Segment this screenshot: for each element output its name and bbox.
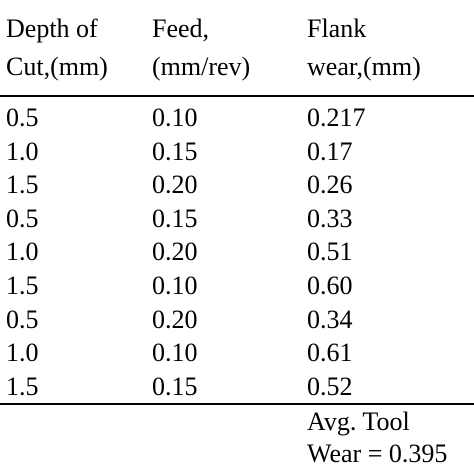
table-row: 1.0 0.15 0.17 (0, 135, 474, 169)
footer-divider (0, 403, 474, 405)
table-row: 0.5 0.20 0.34 (0, 303, 474, 337)
header-line: Cut,(mm) (6, 52, 108, 81)
cell-depth: 1.5 (6, 170, 39, 200)
header-line: Flank (307, 14, 367, 43)
table-row: 1.5 0.20 0.26 (0, 168, 474, 202)
table-row: 0.5 0.10 0.217 (0, 101, 474, 135)
cell-feed: 0.10 (152, 338, 198, 368)
cell-feed: 0.15 (152, 371, 198, 401)
header-line: wear,(mm) (307, 52, 421, 81)
cell-feed: 0.15 (152, 136, 198, 166)
cell-depth: 1.0 (6, 237, 39, 267)
table-row: 1.0 0.20 0.51 (0, 235, 474, 269)
cell-depth: 1.5 (6, 270, 39, 300)
cell-feed: 0.20 (152, 237, 198, 267)
cell-depth: 1.5 (6, 371, 39, 401)
table-row: 1.0 0.10 0.61 (0, 336, 474, 370)
cell-depth: 1.0 (6, 136, 39, 166)
cell-flank-wear: 0.26 (307, 170, 353, 200)
table-row: 0.5 0.15 0.33 (0, 202, 474, 236)
cell-feed: 0.15 (152, 203, 198, 233)
cell-feed: 0.20 (152, 170, 198, 200)
header-line: Depth of (6, 14, 98, 43)
footer-line: Wear = 0.395 (307, 439, 448, 468)
cell-flank-wear: 0.61 (307, 338, 353, 368)
footer-line: Avg. Tool (307, 407, 410, 436)
table-header: Depth of Cut,(mm) Feed, (mm/rev) Flank w… (0, 10, 474, 92)
cell-flank-wear: 0.34 (307, 304, 353, 334)
cell-feed: 0.10 (152, 270, 198, 300)
cell-flank-wear: 0.33 (307, 203, 353, 233)
header-line: Feed, (152, 14, 210, 43)
cell-flank-wear: 0.17 (307, 136, 353, 166)
cell-depth: 0.5 (6, 203, 39, 233)
header-line: (mm/rev) (152, 52, 251, 81)
table-row: 1.5 0.10 0.60 (0, 269, 474, 303)
cell-depth: 0.5 (6, 103, 39, 132)
cell-feed: 0.10 (152, 103, 198, 132)
table-body: 0.5 0.10 0.217 1.0 0.15 0.17 1.5 0.20 0.… (0, 101, 474, 403)
header-feed: Feed, (mm/rev) (152, 10, 250, 86)
cell-flank-wear: 0.60 (307, 270, 353, 300)
header-divider (0, 95, 474, 97)
header-flank-wear: Flank wear,(mm) (307, 10, 421, 86)
table-row: 1.5 0.15 0.52 (0, 370, 474, 404)
cell-flank-wear: 0.217 (307, 103, 366, 132)
cell-depth: 0.5 (6, 304, 39, 334)
cell-depth: 1.0 (6, 338, 39, 368)
cell-feed: 0.20 (152, 304, 198, 334)
header-depth-of-cut: Depth of Cut,(mm) (6, 10, 108, 86)
cell-flank-wear: 0.52 (307, 371, 353, 401)
cell-flank-wear: 0.51 (307, 237, 353, 267)
average-tool-wear-note: Avg. Tool Wear = 0.395 (307, 406, 447, 470)
